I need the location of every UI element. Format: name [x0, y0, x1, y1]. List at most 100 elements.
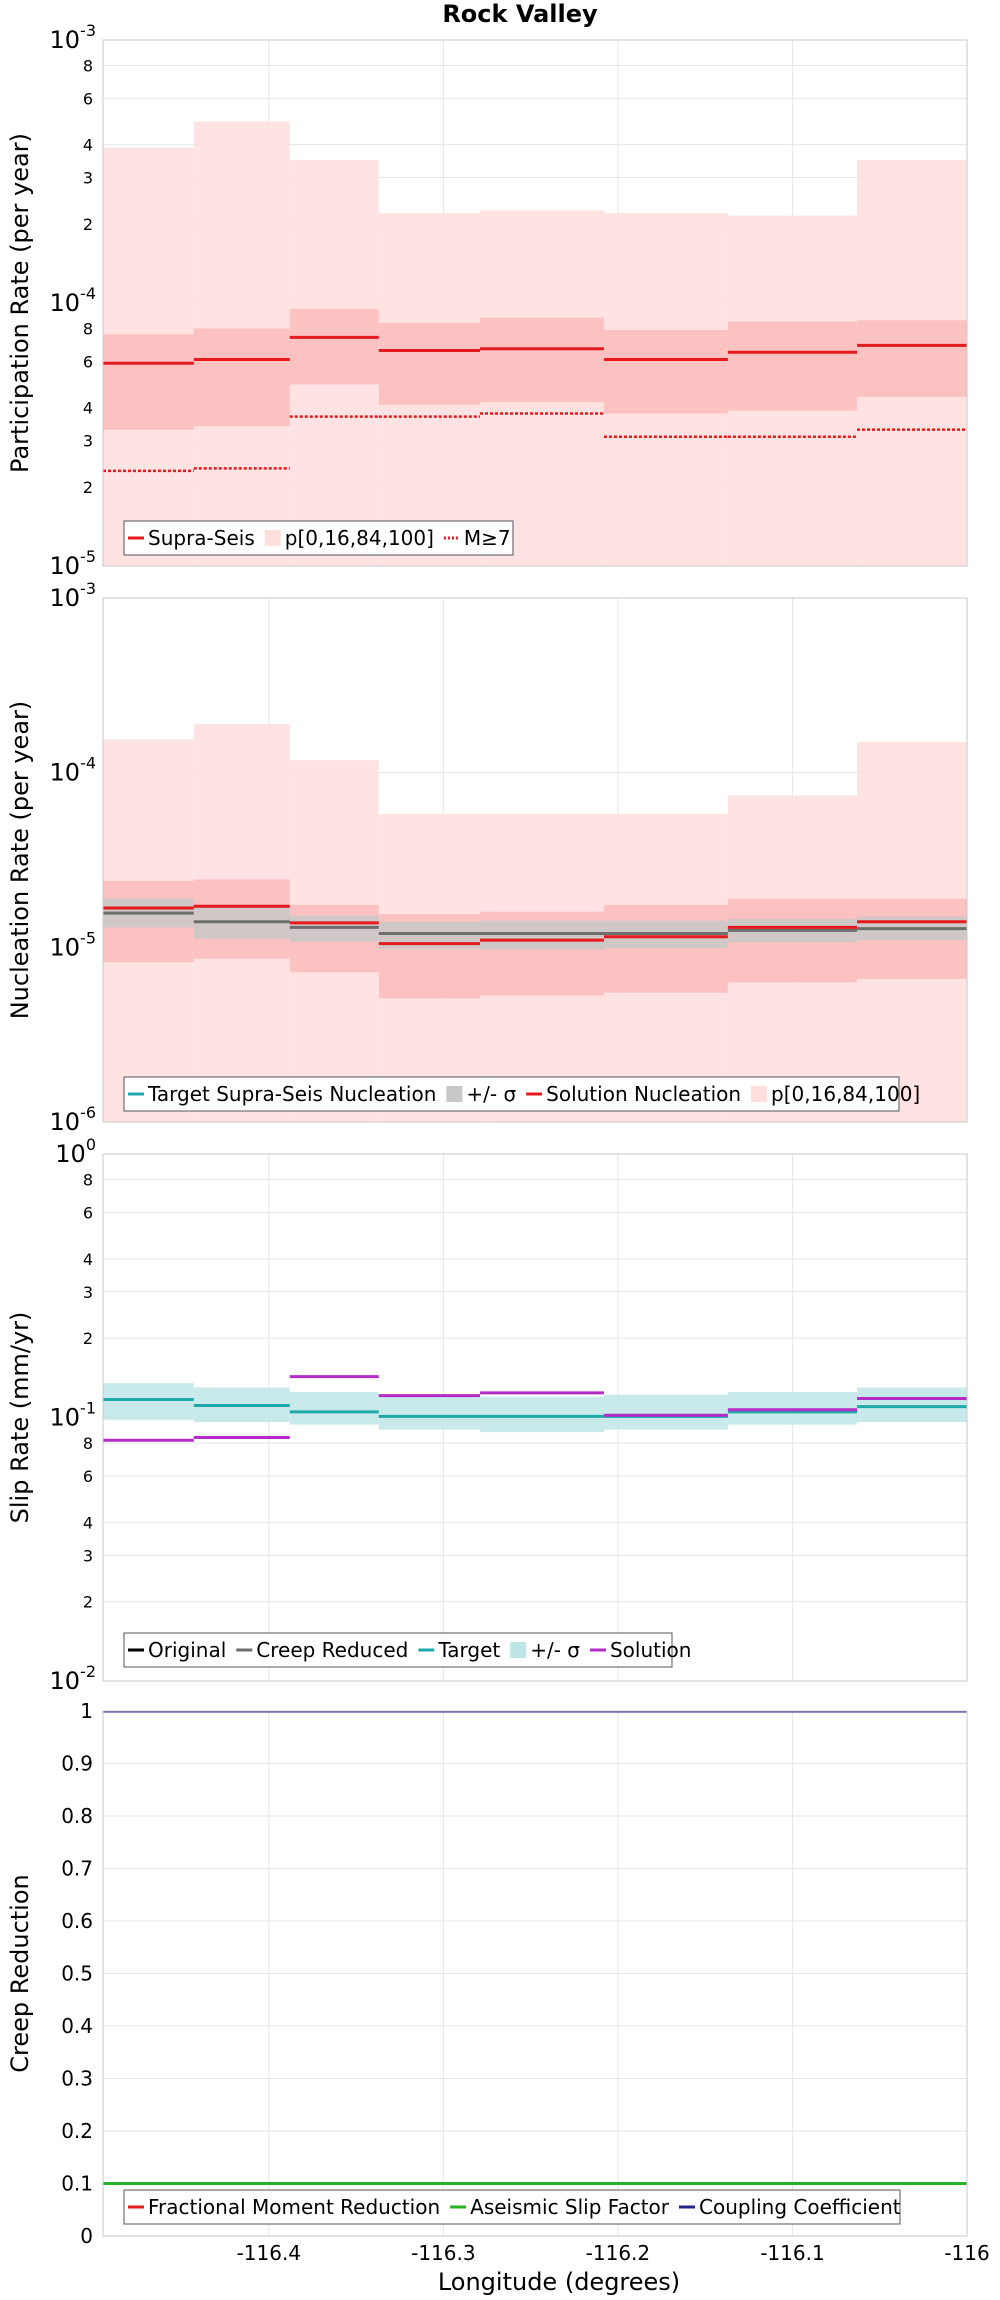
participation-ytick-minor-0: 2: [83, 478, 93, 497]
participation-ytick-minor-5: 2: [83, 215, 93, 234]
participation-band-1-bin-0: [103, 334, 194, 430]
slip-ytick-minor-7: 4: [83, 1250, 93, 1269]
creep-legend-box: [123, 2189, 901, 2225]
nucleation-frame: [102, 597, 968, 1123]
nucleation-series: [103, 723, 1000, 1122]
creep-ytick-1: 0.1: [61, 2172, 93, 2196]
participation-ytick-minor-7: 4: [83, 136, 93, 155]
slip-y-axis-label: Slip Rate (mm/yr): [6, 1312, 34, 1524]
slip-ytick-minor-6: 3: [83, 1283, 93, 1302]
participation-ytick-minor-3: 6: [83, 352, 93, 371]
chart-title: Rock Valley: [442, 0, 598, 28]
slip-ytick-minor-4: 8: [83, 1434, 93, 1453]
slip-legend-label-2: Target: [437, 1638, 500, 1662]
nucleation-legend-label-0: Target Supra-Seis Nucleation: [147, 1082, 436, 1106]
participation-ytick-minor-1: 3: [83, 432, 93, 451]
participation-band-1-bin-1: [193, 328, 290, 427]
creep-series: [103, 1711, 967, 2185]
creep-ytick-0: 0: [80, 2224, 93, 2248]
panels: 10-5 10-4 10-3 2 3 4 6 8 2 3 4 6 8 Participation Rate…: [6, 21, 1000, 2248]
x-tick-label-4: -116: [944, 2241, 989, 2265]
slip-ytick-minor-9: 8: [83, 1171, 93, 1190]
slip-series: [103, 1375, 1000, 1442]
x-tick-label-2: -116.2: [586, 2241, 650, 2265]
x-axis-label: Longitude (degrees): [438, 2268, 680, 2296]
participation-ytick-minor-9: 8: [83, 56, 93, 75]
slip-band-0-bin-7: [857, 1387, 967, 1423]
participation-band-0-bin-8: [970, 190, 1000, 566]
nucleation-ytick-major-2: 10-4: [50, 754, 97, 787]
slip-band-0-bin-5: [603, 1394, 728, 1430]
slip-legend-box: [123, 1632, 673, 1668]
participation-ytick-major-0: 10-5: [50, 547, 97, 580]
participation-band-1-bin-8: [970, 337, 1000, 429]
slip-ytick-minor-0: 2: [83, 1593, 93, 1612]
participation-band-1-bin-4: [480, 317, 604, 403]
nucleation-band-2-bin-8: [970, 914, 1000, 941]
creep-legend-label-2: Coupling Coefficient: [699, 2195, 901, 2219]
participation-legend-label-2: M≥7: [464, 526, 511, 550]
slip-ytick-major-1: 10-1: [50, 1399, 97, 1432]
participation-band-1-bin-7: [857, 320, 967, 397]
slip-band-0-bin-0: [103, 1383, 194, 1420]
creep-ytick-2: 0.2: [61, 2119, 93, 2143]
slip-frame: [102, 1153, 968, 1682]
creep-legend-label-0: Fractional Moment Reduction: [148, 2195, 440, 2219]
x-axis: -116.4 -116.3 -116.2 -116.1 -116: [237, 2241, 990, 2265]
participation-legend-label-1: p[0,16,84,100]: [285, 526, 434, 550]
nucleation-y-axis-label: Nucleation Rate (per year): [6, 701, 34, 1020]
slip-legend-swatch-3: [510, 1642, 527, 1658]
creep-ytick-9: 0.9: [61, 1752, 93, 1776]
nucleation-legend-label-2: Solution Nucleation: [546, 1082, 741, 1106]
creep-ytick-6: 0.6: [61, 1909, 93, 1933]
participation-band-1-bin-3: [378, 322, 481, 405]
slip-legend-label-3: +/- σ: [530, 1638, 580, 1662]
nucleation-ytick-major-1: 10-5: [50, 928, 97, 961]
slip-band-0-bin-3: [378, 1394, 481, 1430]
x-tick-label-0: -116.4: [237, 2241, 301, 2265]
slip-ytick-major-0: 10-2: [50, 1662, 97, 1695]
participation-ytick-minor-4: 8: [83, 319, 93, 338]
nucleation-legend-box: [123, 1076, 900, 1112]
nucleation-band-2-bin-4: [480, 920, 604, 950]
participation-legend-label-0: Supra-Seis: [148, 526, 255, 550]
participation-ytick-major-2: 10-3: [50, 21, 97, 54]
participation-band-1-bin-2: [289, 308, 379, 385]
slip-band-0-bin-8: [970, 1385, 1000, 1420]
slip-ytick-minor-2: 4: [83, 1513, 93, 1532]
creep-y-axis-label: Creep Reduction: [6, 1874, 34, 2072]
nucleation-legend: Target Supra-Seis Nucleation +/- σ Solutio…: [123, 1076, 920, 1112]
creep-frame: [102, 1710, 968, 2237]
nucleation-legend-label-3: p[0,16,84,100]: [771, 1082, 920, 1106]
slip-band-0-bin-2: [289, 1391, 379, 1425]
slip-ytick-minor-5: 2: [83, 1329, 93, 1348]
slip-legend-label-0: Original: [148, 1638, 226, 1662]
participation-legend: Supra-Seis p[0,16,84,100] M≥7: [123, 520, 514, 556]
participation-series: [103, 121, 1000, 566]
slip-legend-label-1: Creep Reduced: [256, 1638, 408, 1662]
participation-ytick-minor-6: 3: [83, 169, 93, 188]
nucleation-legend-label-1: +/- σ: [466, 1082, 516, 1106]
slip-band-0-bin-4: [480, 1396, 604, 1433]
nucleation-legend-swatch-1: [446, 1086, 463, 1102]
participation-legend-swatch-1: [264, 530, 281, 546]
slip-legend: Original Creep Reduced Target +/- σ Solution: [123, 1632, 691, 1668]
nucleation-legend-swatch-3: [751, 1086, 768, 1102]
slip-ytick-minor-8: 6: [83, 1203, 93, 1222]
nucleation-ytick-major-0: 10-6: [50, 1103, 97, 1136]
creep-legend: Fractional Moment Reduction Aseismic Slip…: [123, 2189, 901, 2225]
creep-ytick-8: 0.8: [61, 1804, 93, 1828]
slip-ytick-minor-1: 3: [83, 1546, 93, 1565]
creep-ytick-7: 0.7: [61, 1857, 93, 1881]
creep-legend-label-1: Aseismic Slip Factor: [470, 2195, 670, 2219]
slip-ytick-major-2: 100: [55, 1135, 96, 1168]
nucleation-band-1-bin-8: [970, 912, 1000, 988]
participation-band-1-bin-6: [727, 321, 858, 411]
creep-ytick-5: 0.5: [61, 1962, 93, 1986]
panel-nucleation: 10-6 10-5 10-4 10-3 Nucleation Rate (per yea…: [6, 579, 1000, 1136]
panel-participation: 10-5 10-4 10-3 2 3 4 6 8 2 3 4 6 8 Participation Rate…: [6, 21, 1000, 580]
creep-ytick-10: 1: [80, 1699, 93, 1723]
nucleation-band-1-bin-5: [603, 904, 728, 993]
slip-legend-label-4: Solution: [610, 1638, 691, 1662]
